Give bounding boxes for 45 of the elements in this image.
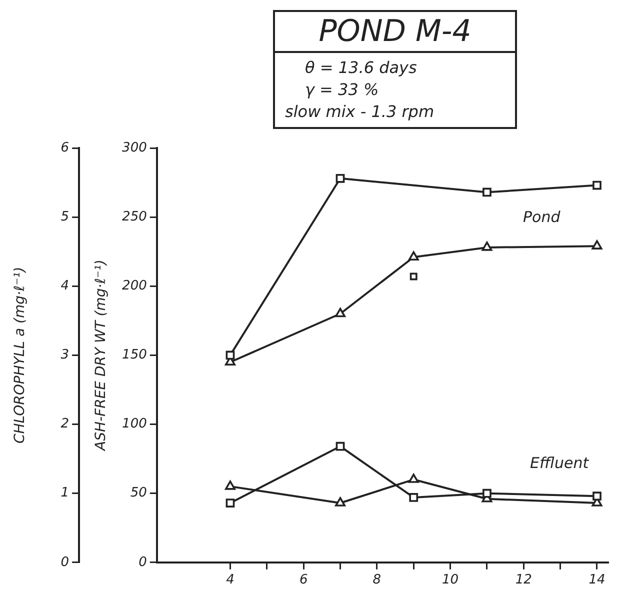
y2-tick-label: 300 <box>122 140 147 156</box>
x-tick-label: 6 <box>299 572 308 588</box>
x-tick-label: 14 <box>588 572 606 588</box>
annotation: Pond <box>523 208 560 226</box>
y2-tick-label: 200 <box>122 278 147 294</box>
y-tick-label: 0 <box>60 554 70 570</box>
x-tick-label: 10 <box>442 572 459 588</box>
point <box>408 251 419 261</box>
x-tick-label: 12 <box>515 572 532 588</box>
y-tick-label: 5 <box>60 209 70 224</box>
y2-tick-label: 150 <box>122 348 147 363</box>
point <box>336 174 345 183</box>
x-tick-label: 4 <box>226 572 234 588</box>
point <box>335 497 346 506</box>
y2-tick-label: 0 <box>138 554 147 570</box>
point <box>335 308 346 318</box>
annotation: Effluent <box>530 454 589 472</box>
chart-title: POND M-4 <box>275 12 515 53</box>
point <box>226 350 235 360</box>
y-tick-label: 1 <box>60 486 70 501</box>
y-tick-label: 6 <box>60 140 70 156</box>
y-tick-label: 3 <box>60 348 70 363</box>
point <box>336 442 345 451</box>
y2-tick-label: 100 <box>122 416 147 432</box>
x-tick-label: 8 <box>372 572 382 588</box>
y-tick-label: 4 <box>60 278 70 294</box>
y-tick-label: 2 <box>60 416 70 432</box>
point <box>409 493 418 502</box>
point <box>592 180 602 190</box>
point <box>592 492 602 501</box>
point <box>482 188 492 197</box>
point <box>408 474 419 483</box>
text: θ = 13.6 days <box>304 57 418 79</box>
point <box>410 272 418 280</box>
point <box>225 480 236 490</box>
point <box>482 488 492 498</box>
point <box>482 242 492 251</box>
text: slow mix - 1.3 rpm <box>285 101 436 123</box>
point <box>226 498 235 508</box>
point <box>592 240 602 250</box>
y2-tick-label: 50 <box>130 486 147 501</box>
y2-axis-title: ASH-FREE DRY WT (mg·ℓ⁻¹) <box>93 260 110 451</box>
text: γ = 33 % <box>304 79 380 101</box>
y2-tick-label: 250 <box>122 209 147 224</box>
y-axis-title: CHLOROPHYLL a (mg·ℓ⁻¹) <box>12 266 28 444</box>
